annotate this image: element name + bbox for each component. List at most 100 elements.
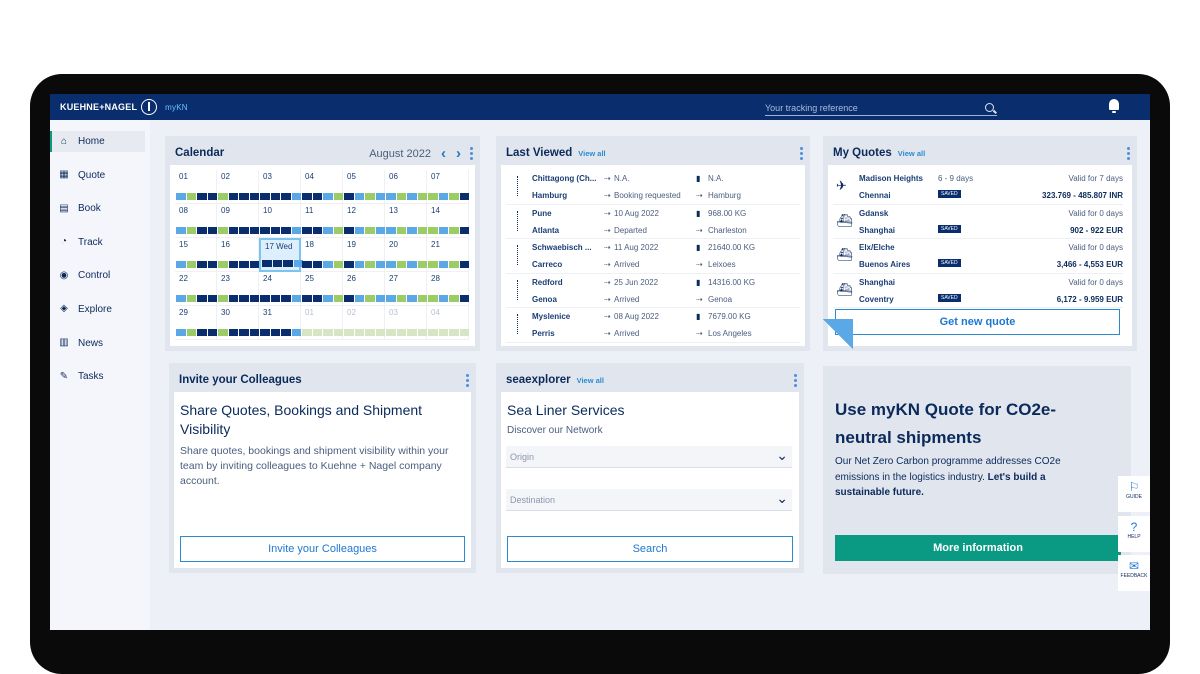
sidebar-item-explore[interactable]: ◈ Explore [50, 299, 145, 320]
calendar-day[interactable]: 08 [175, 204, 217, 238]
origin-select[interactable]: Origin ⌄ [506, 446, 792, 468]
last-viewed-row[interactable]: Pune Atlanta ⇢ 10 Aug 2022 ⇢ Departed ▮ … [506, 205, 800, 239]
search-icon[interactable] [985, 103, 994, 112]
calendar-day[interactable]: 09 [217, 204, 259, 238]
calendar-day[interactable]: 05 [343, 170, 385, 204]
calendar-day[interactable]: 30 [217, 306, 259, 340]
last-viewed-row[interactable]: Chittagong (Ch... Hamburg ⇢ N.A. ⇢ Booki… [506, 170, 800, 205]
kebab-menu-icon[interactable] [470, 147, 473, 161]
sidebar-item-book[interactable]: ▤ Book [50, 198, 145, 219]
calendar-day[interactable]: 28 [427, 272, 469, 306]
shipment-bar [354, 227, 364, 234]
calendar-day[interactable]: 17 Wed [259, 238, 303, 272]
get-new-quote-button[interactable]: Get new quote [835, 309, 1120, 335]
calendar-day[interactable]: 06 [385, 170, 427, 204]
calendar-day-bars [344, 295, 385, 302]
quote-row[interactable]: ✈ Madison Heights Chennai 6 - 9 days SAV… [833, 170, 1123, 205]
calendar-day[interactable]: 16 [217, 238, 259, 272]
chevron-down-icon: ⌄ [776, 447, 788, 463]
validity-text: Valid for 0 days [1068, 277, 1123, 287]
status-text: Arrived [614, 294, 640, 304]
chevron-right-icon[interactable]: › [456, 145, 461, 162]
quote-row[interactable]: ⛴ Gdansk Shanghai SAVED Valid for 0 days… [833, 205, 1123, 239]
sidebar-item-quote[interactable]: ▦ Quote [50, 165, 145, 186]
destination-select[interactable]: Destination ⌄ [506, 489, 792, 511]
calendar-day-bars [344, 329, 385, 336]
view-all-link[interactable]: View all [578, 148, 606, 158]
shipment-bar [312, 261, 322, 268]
quote-row[interactable]: ⛴ Shanghai Coventry SAVED Valid for 0 da… [833, 274, 1123, 308]
last-viewed-row[interactable]: Schwaebisch ... Carreco ⇢ 11 Aug 2022 ⇢ … [506, 239, 800, 274]
route-line-icon [517, 279, 519, 300]
shipment-bar [333, 227, 343, 234]
calendar-day[interactable]: 25 [301, 272, 343, 306]
calendar-day[interactable]: 21 [427, 238, 469, 272]
invite-colleagues-button[interactable]: Invite your Colleagues [180, 536, 465, 562]
feedback-button[interactable]: ✉ FEEDBACK [1118, 555, 1150, 591]
calendar-day[interactable]: 01 [301, 306, 343, 340]
guide-button[interactable]: ⚐ GUIDE [1118, 476, 1150, 512]
search-button[interactable]: Search [507, 536, 793, 562]
calendar-day[interactable]: 26 [343, 272, 385, 306]
help-button[interactable]: ? HELP [1118, 516, 1150, 552]
calendar-day[interactable]: 31 [259, 306, 301, 340]
calendar-day[interactable]: 24 [259, 272, 301, 306]
calendar-day[interactable]: 03 [385, 306, 427, 340]
calendar-day[interactable]: 02 [217, 170, 259, 204]
tracking-search-input[interactable]: Your tracking reference [765, 100, 997, 116]
sidebar-item-tasks[interactable]: ✎ Tasks [50, 366, 145, 387]
calendar-day[interactable]: 10 [259, 204, 301, 238]
calendar-day[interactable]: 12 [343, 204, 385, 238]
calendar-day[interactable]: 19 [343, 238, 385, 272]
settings-corner[interactable] [823, 319, 853, 349]
calendar-day[interactable]: 22 [175, 272, 217, 306]
promo-text-emphasis: Let's build a sustainable future. [835, 471, 1046, 499]
shipment-bar [438, 261, 448, 268]
kebab-menu-icon[interactable] [466, 374, 469, 388]
kebab-menu-icon[interactable] [800, 147, 803, 161]
sidebar-item-news[interactable]: ▥ News [50, 333, 145, 354]
last-viewed-row[interactable]: Myslenice Perris ⇢ 08 Aug 2022 ⇢ Arrived… [506, 308, 800, 343]
shipment-bar [333, 261, 343, 268]
calendar-day[interactable]: 03 [259, 170, 301, 204]
status-icon: ⇢ [604, 329, 611, 338]
weight-text: 21640.00 KG [708, 243, 756, 252]
weight-text: 7679.00 KG [708, 312, 751, 321]
calendar-day[interactable]: 18 [301, 238, 343, 272]
sidebar-item-track[interactable]: ◔ Track [50, 232, 145, 253]
shipment-bar [449, 295, 459, 302]
kebab-menu-icon[interactable] [794, 374, 797, 388]
calendar-day[interactable]: 29 [175, 306, 217, 340]
calendar-day[interactable]: 20 [385, 238, 427, 272]
sidebar-item-home[interactable]: ⌂ Home [50, 131, 145, 152]
brand-logo[interactable]: KUEHNE+NAGEL myKN [60, 99, 188, 115]
bell-icon[interactable] [1108, 99, 1120, 113]
more-information-button[interactable]: More information [835, 535, 1121, 561]
calendar-day[interactable]: 01 [175, 170, 217, 204]
calendar-day-label: 24 [263, 274, 272, 283]
ship-icon: ⛴ [836, 247, 853, 262]
calendar-day[interactable]: 04 [301, 170, 343, 204]
shipment-bar [459, 295, 469, 302]
calendar-day-bars [386, 329, 427, 336]
sidebar-item-control[interactable]: ◉ Control [50, 265, 145, 286]
calendar-day[interactable]: 11 [301, 204, 343, 238]
calendar-day[interactable]: 07 [427, 170, 469, 204]
chevron-left-icon[interactable]: ‹ [441, 145, 446, 162]
view-all-link[interactable]: View all [897, 148, 926, 158]
kebab-menu-icon[interactable] [1127, 147, 1130, 161]
last-viewed-row[interactable]: Redford Genoa ⇢ 25 Jun 2022 ⇢ Arrived ▮ … [506, 274, 800, 308]
calendar-day[interactable]: 27 [385, 272, 427, 306]
calendar-day[interactable]: 15 [175, 238, 217, 272]
calendar-day[interactable]: 14 [427, 204, 469, 238]
calendar-day[interactable]: 04 [427, 306, 469, 340]
shipment-bar [239, 261, 249, 268]
shipment-bar [417, 329, 427, 336]
quote-row[interactable]: ⛴ Elx/Elche Buenos Aires SAVED Valid for… [833, 239, 1123, 274]
shipment-bar [323, 227, 333, 234]
calendar-day[interactable]: 13 [385, 204, 427, 238]
calendar-day[interactable]: 23 [217, 272, 259, 306]
calendar-day[interactable]: 02 [343, 306, 385, 340]
view-all-link[interactable]: View all [576, 375, 604, 385]
shipment-bar [438, 193, 448, 200]
